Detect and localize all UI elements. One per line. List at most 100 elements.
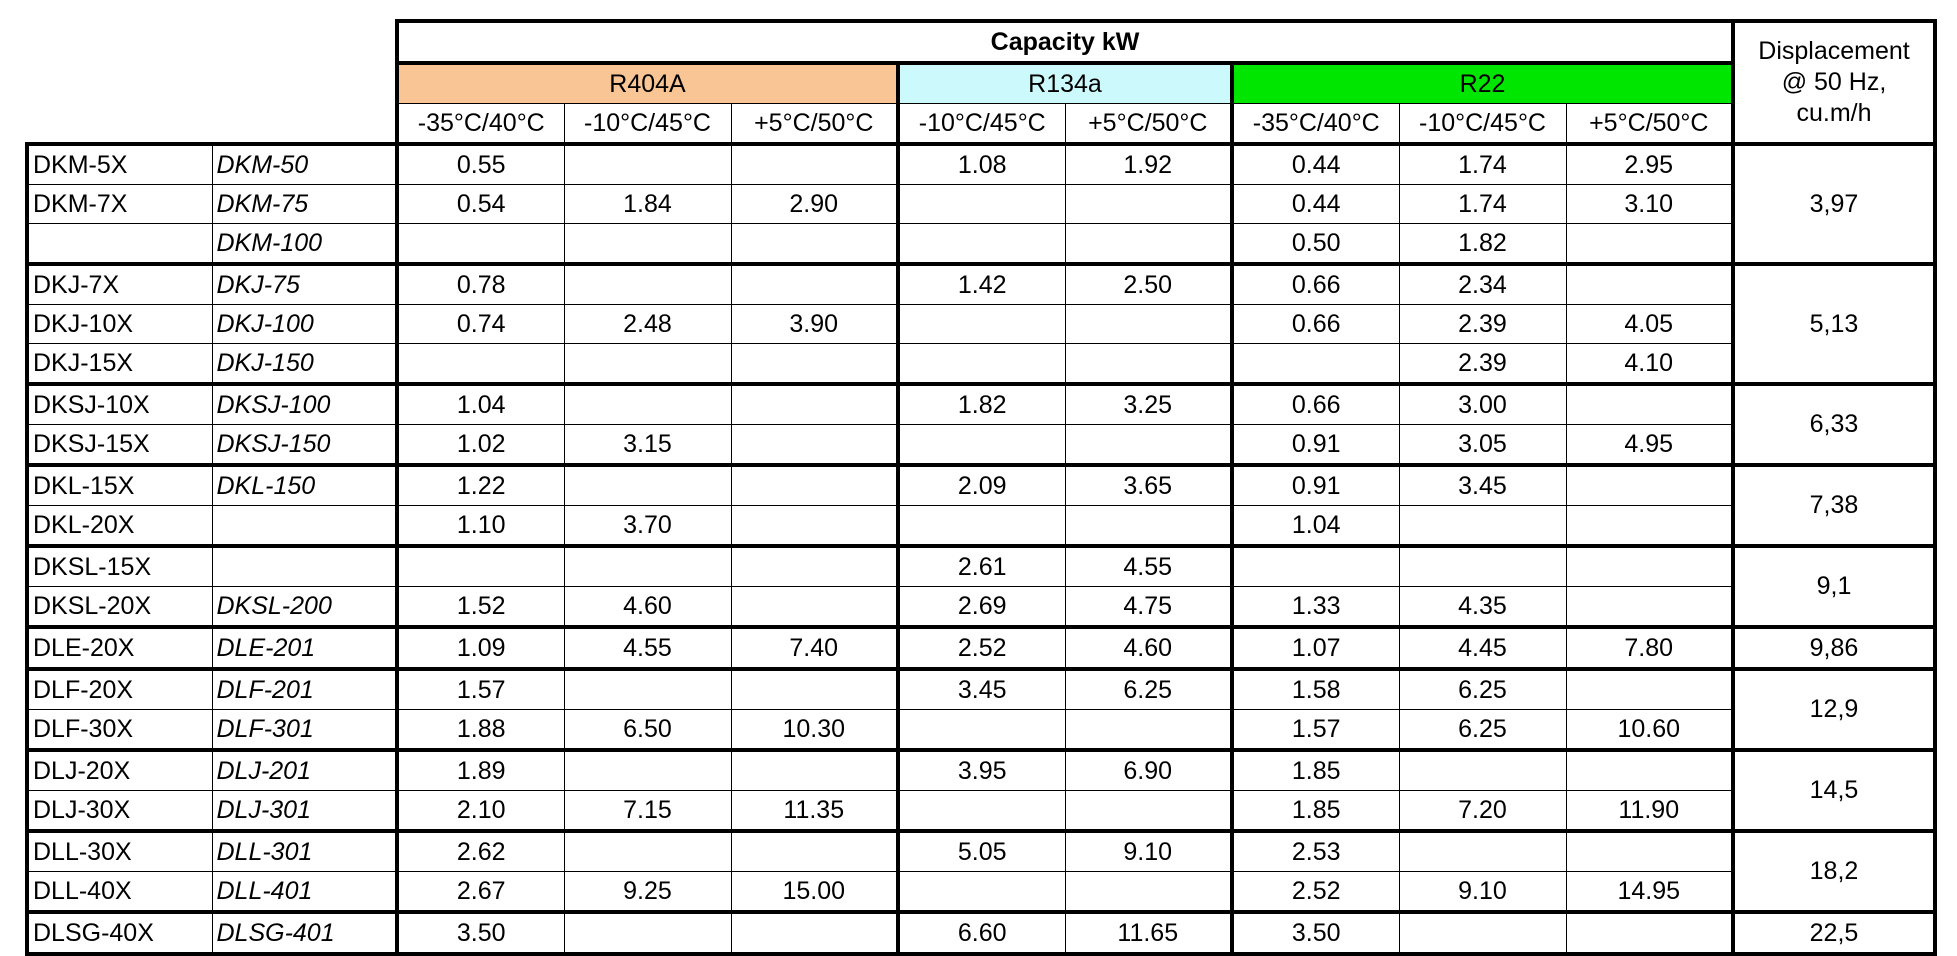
alt-model: DKM-50 — [211, 142, 398, 185]
capacity-value: 3.15 — [563, 424, 732, 466]
capacity-value — [563, 223, 732, 265]
alt-model: DLSG-401 — [211, 910, 398, 956]
capacity-value: 4.75 — [1064, 586, 1233, 628]
temperature-header: -10°C/45°C — [1398, 103, 1567, 145]
capacity-value — [1565, 910, 1734, 956]
capacity-value — [395, 544, 565, 587]
capacity-value: 1.88 — [395, 709, 565, 751]
capacity-value: 1.09 — [395, 625, 565, 670]
model: DLJ-30X — [25, 790, 213, 832]
temperature-header: +5°C/50°C — [1565, 103, 1734, 145]
capacity-value — [896, 505, 1066, 547]
capacity-value: 2.69 — [896, 586, 1066, 628]
capacity-value: 3.50 — [1230, 910, 1400, 956]
capacity-value — [1398, 748, 1567, 791]
data-row: DLSG-40X DLSG-401 3.50 6.60 11.65 3.50 22,5 — [25, 910, 1937, 956]
data-row: DLJ-20X DLJ-201 1.89 3.95 6.90 1.85 14,5 — [25, 748, 1937, 832]
capacity-value — [563, 829, 732, 872]
capacity-value: 0.66 — [1230, 262, 1400, 305]
capacity-value: 0.50 — [1230, 223, 1400, 265]
capacity-value: 11.35 — [730, 790, 899, 832]
model: DKL-15X — [25, 463, 213, 506]
capacity-value: 2.39 — [1398, 304, 1567, 344]
capacity-value — [1064, 343, 1233, 385]
capacity-value — [1064, 790, 1233, 832]
capacity-value: 3.45 — [896, 667, 1066, 710]
capacity-value: 1.74 — [1398, 184, 1567, 224]
capacity-value — [730, 748, 899, 791]
displacement: 9,86 — [1731, 625, 1937, 670]
capacity-value — [1565, 223, 1734, 265]
displacement-line: cu.m/h — [1796, 99, 1872, 128]
capacity-value: 6.90 — [1064, 748, 1233, 791]
capacity-value: 4.05 — [1565, 304, 1734, 344]
alt-model: DLF-301 — [211, 709, 398, 751]
capacity-value: 1.92 — [1064, 142, 1233, 185]
alt-model: DLJ-201 — [211, 748, 398, 791]
capacity-value — [1230, 544, 1400, 587]
capacity-value: 6.25 — [1064, 667, 1233, 710]
capacity-header: Capacity kW — [395, 19, 1734, 64]
header-row: Capacity kW Displacement @ 50 Hz, cu.m/h — [27, 19, 1937, 145]
data-row: DKL-20X 1.10 3.70 1.04 — [25, 505, 1935, 547]
table-body: Capacity kW Displacement @ 50 Hz, cu.m/h R40… — [25, 19, 1937, 956]
capacity-value — [1398, 829, 1567, 872]
capacity-value — [1565, 463, 1734, 506]
capacity-value — [730, 667, 899, 710]
capacity-value: 2.62 — [395, 829, 565, 872]
displacement-line: Displacement — [1758, 36, 1910, 65]
capacity-value: 1.42 — [896, 262, 1066, 305]
capacity-value: 4.35 — [1398, 586, 1567, 628]
capacity-value: 2.09 — [896, 463, 1066, 506]
alt-model: DKSL-200 — [211, 586, 398, 628]
capacity-value: 1.07 — [1230, 625, 1400, 670]
capacity-value: 2.61 — [896, 544, 1066, 587]
capacity-value: 0.91 — [1230, 424, 1400, 466]
capacity-value: 1.58 — [1230, 667, 1400, 710]
model — [25, 223, 213, 265]
model: DKJ-10X — [25, 304, 213, 344]
model: DLJ-20X — [25, 748, 213, 791]
capacity-value — [896, 709, 1066, 751]
capacity-value: 1.22 — [395, 463, 565, 506]
capacity-value: 1.08 — [896, 142, 1066, 185]
capacity-value — [730, 586, 899, 628]
capacity-value: 10.30 — [730, 709, 899, 751]
capacity-value — [1064, 184, 1233, 224]
model: DKSL-20X — [25, 586, 213, 628]
temperature-header: +5°C/50°C — [1064, 103, 1233, 145]
capacity-value — [1064, 505, 1233, 547]
data-row: DKSJ-10X DKSJ-100 1.04 1.82 3.25 0.66 3.00 6,33 — [25, 382, 1937, 466]
capacity-value: 0.66 — [1230, 304, 1400, 344]
capacity-value: 6.60 — [896, 910, 1066, 956]
capacity-value: 2.67 — [395, 871, 565, 913]
temperature-header: +5°C/50°C — [730, 103, 899, 145]
capacity-table: Capacity kW Displacement @ 50 Hz, cu.m/h R40… — [25, 19, 1937, 956]
capacity-value: 0.74 — [395, 304, 565, 344]
data-row: DKSJ-15X DKSJ-150 1.02 3.15 0.91 3.05 4.95 — [25, 424, 1935, 466]
displacement: 6,33 — [1731, 382, 1937, 466]
capacity-value: 1.85 — [1230, 748, 1400, 791]
capacity-value — [1565, 505, 1734, 547]
capacity-value: 2.10 — [395, 790, 565, 832]
capacity-value: 3.50 — [395, 910, 565, 956]
capacity-value — [730, 829, 899, 872]
capacity-value: 1.57 — [395, 667, 565, 710]
data-row: DLJ-30X DLJ-301 2.10 7.15 11.35 1.85 7.20 11.90 — [25, 790, 1935, 832]
capacity-value: 6.25 — [1398, 709, 1567, 751]
capacity-value — [1565, 544, 1734, 587]
capacity-value: 4.95 — [1565, 424, 1734, 466]
alt-model: DLF-201 — [211, 667, 398, 710]
capacity-value: 9.25 — [563, 871, 732, 913]
capacity-value — [395, 223, 565, 265]
capacity-value: 3.90 — [730, 304, 899, 344]
model: DLF-20X — [25, 667, 213, 710]
capacity-value: 1.02 — [395, 424, 565, 466]
capacity-value — [730, 463, 899, 506]
capacity-value: 3.00 — [1398, 382, 1567, 425]
capacity-value: 2.53 — [1230, 829, 1400, 872]
capacity-value — [896, 871, 1066, 913]
refrigerant-row: R404A R134a R22 — [27, 61, 1935, 104]
capacity-value: 2.95 — [1565, 142, 1734, 185]
model: DLL-30X — [25, 829, 213, 872]
